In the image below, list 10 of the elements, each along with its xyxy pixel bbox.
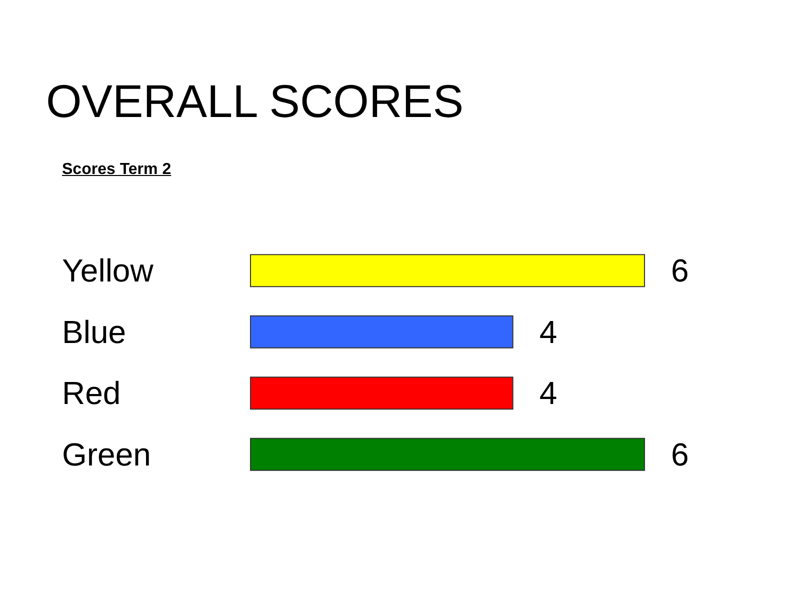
data-label: 6 (671, 436, 689, 472)
data-label: 6 (671, 252, 689, 289)
y-tick-label: Yellow (62, 252, 154, 289)
data-label: 4 (539, 375, 558, 412)
y-tick-label: Green (62, 436, 151, 472)
text: Scores Term 2 (62, 161, 172, 179)
data-label: 4 (539, 314, 558, 350)
y-tick-label: Red (62, 375, 121, 412)
y-tick-label: Blue (62, 314, 126, 350)
chart-title: OVERALL SCORES (46, 74, 464, 128)
